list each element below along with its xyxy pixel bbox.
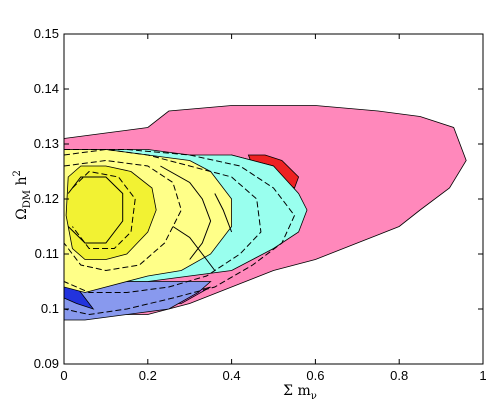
x-axis-label: Σ mν	[283, 383, 317, 402]
filled-regions	[63, 105, 467, 321]
x-tick-label: 0.2	[139, 368, 157, 383]
contour-4	[63, 149, 296, 316]
contour-7	[172, 226, 216, 271]
y-tick-label: 0.12	[34, 191, 59, 206]
y-tick-label: 0.09	[34, 356, 59, 371]
region-8	[65, 165, 157, 260]
axis-ticks	[63, 33, 484, 365]
x-tick-label: 1	[479, 368, 486, 383]
y-tick-label: 0.13	[34, 136, 59, 151]
contour-0	[67, 176, 124, 244]
contour-2	[63, 159, 182, 272]
tick-labels: 0 0.2 0.4 0.6 0.8 1 0.09 0.1 0.11 0.12 0.13 0.14 0.1…	[34, 26, 487, 383]
contour-5	[160, 165, 212, 260]
x-tick-label: 0.6	[306, 368, 324, 383]
y-tick-label: 0.11	[35, 246, 59, 261]
y-tick-label: 0.1	[41, 301, 59, 316]
x-tick-label: 0	[60, 368, 67, 383]
contour-lines	[63, 148, 296, 316]
contour-6	[214, 193, 233, 233]
contour-1	[72, 170, 136, 249]
x-tick-label: 0.8	[390, 368, 408, 383]
y-tick-label: 0.14	[34, 81, 59, 96]
y-axis-label: ΩDM h2	[12, 170, 33, 220]
contour-3	[63, 148, 262, 293]
x-tick-label: 0.4	[223, 368, 241, 383]
y-tick-label: 0.15	[34, 26, 59, 41]
